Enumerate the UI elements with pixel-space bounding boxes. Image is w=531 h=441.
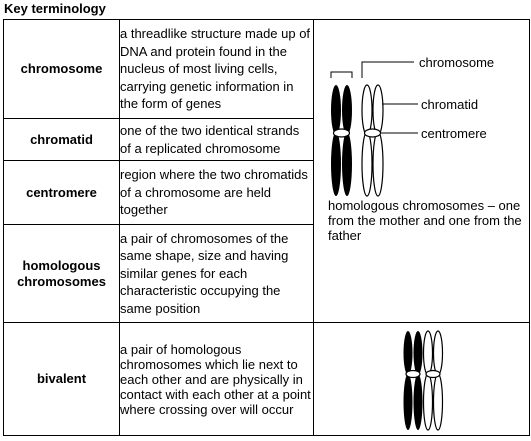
definition-chromosome: a threadlike structure made up of DNA an… (119, 19, 314, 119)
chromosome-pointer (330, 61, 414, 78)
bivalent-diagram-cell (313, 322, 530, 436)
terminology-table: chromosome a threadlike structure made u… (3, 19, 530, 436)
label-chromosome: chromosome (419, 55, 494, 70)
diagram-caption: homologous chromosomes – one from the mo… (328, 198, 522, 243)
section-heading: Key terminology (4, 1, 106, 16)
term-homologous-chromosomes: homologous chromosomes (3, 224, 120, 323)
label-centromere: centromere (421, 126, 487, 141)
bivalent-white-chromosome (422, 330, 444, 431)
table-row: chromosome a threadlike structure made u… (3, 19, 530, 323)
bivalent-diagram (403, 330, 444, 431)
black-chromosome (331, 85, 352, 196)
term-chromatid: chromatid (3, 118, 120, 161)
term-chromosome: chromosome (3, 19, 120, 119)
table-row: homologous chromosomes a pair of chromos… (3, 224, 530, 323)
definition-bivalent: a pair of homologous chromosomes which l… (119, 322, 314, 436)
white-chromosome (361, 84, 384, 197)
definition-centromere: region where the two chromatids of a chr… (119, 160, 314, 225)
table-row: centromere region where the two chromati… (3, 160, 530, 225)
table-row: bivalent a pair of homologous chromosome… (3, 322, 530, 436)
term-centromere: centromere (3, 160, 120, 225)
definition-homologous-chromosomes: a pair of chromosomes of the same shape,… (119, 224, 314, 323)
table-row: chromatid one of the two identical stran… (3, 118, 530, 161)
label-chromatid: chromatid (421, 97, 478, 112)
homologous-chromosomes-diagram: chromosome chromatid centromere (330, 55, 494, 197)
term-bivalent: bivalent (3, 322, 120, 436)
bivalent-black-chromosome (403, 331, 423, 430)
definition-chromatid: one of the two identical strands of a re… (119, 118, 314, 161)
homologous-diagram-cell: chromosome chromatid centromere homologo… (313, 19, 530, 323)
